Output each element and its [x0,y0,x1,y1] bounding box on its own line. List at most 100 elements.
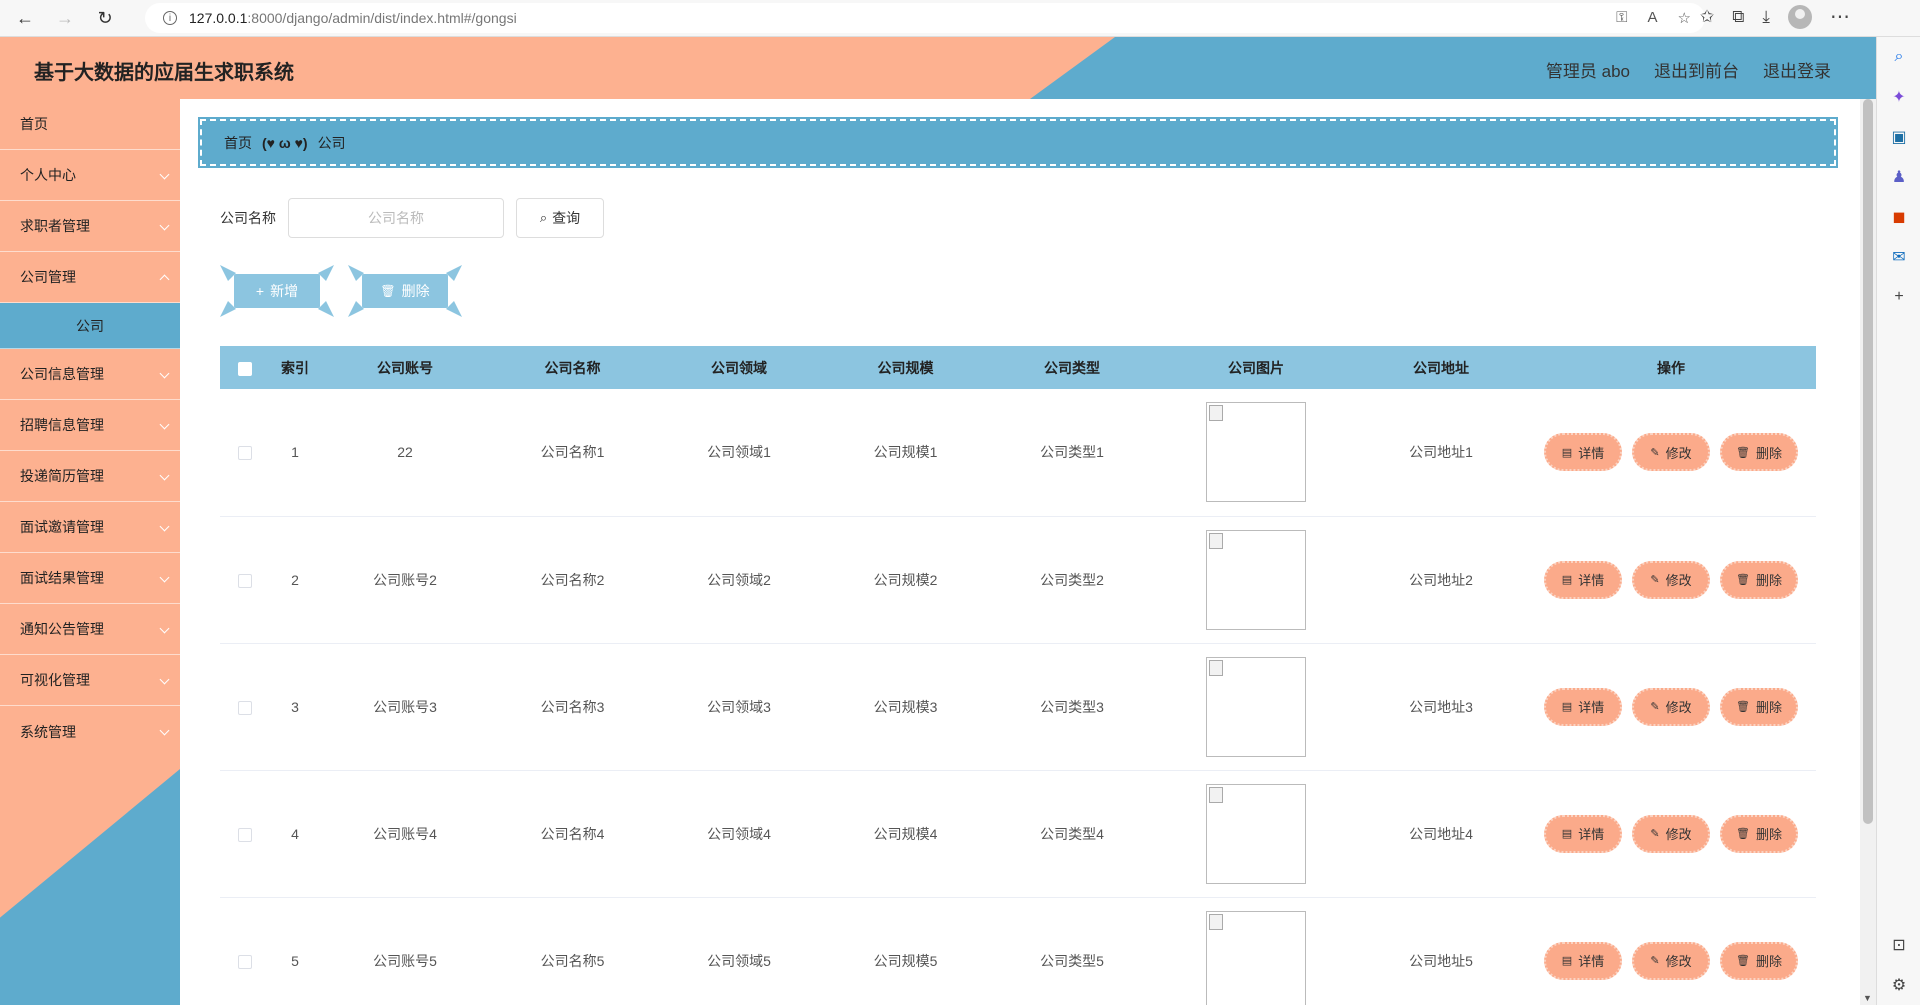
detail-button[interactable]: ▤ 详情 [1544,433,1622,472]
menu-item-company-info[interactable]: 公司信息管理 [0,349,180,400]
detail-button[interactable]: ▤ 详情 [1544,941,1622,980]
breadcrumb-home[interactable]: 首页 [224,134,252,151]
delete-button[interactable]: 🗑 删除 [1720,433,1798,472]
detail-button[interactable]: ▤ 详情 [1544,687,1622,726]
info-icon[interactable]: i [163,11,177,25]
edit-button[interactable]: ✎ 修改 [1632,560,1710,599]
address-bar[interactable]: i 127.0.0.1:8000/django/admin/dist/index… [145,3,1705,33]
trash-icon: 🗑 [1736,955,1750,967]
document-icon: ▤ [1561,446,1573,459]
col-header-image: 公司图片 [1228,359,1284,376]
sidebar-toggle-icon[interactable]: ⊡ [1892,937,1906,954]
menu-label: 投递简历管理 [20,468,104,484]
row-checkbox[interactable] [238,827,252,842]
people-icon[interactable]: ♟ [1891,169,1907,186]
cell-address: 公司地址4 [1409,825,1473,842]
menu-item-interview-invite[interactable]: 面试邀请管理 [0,502,180,553]
row-checkbox[interactable] [238,700,252,715]
row-checkbox[interactable] [238,446,252,461]
breadcrumb: 首页 (♥ ω ♥) 公司 [198,117,1838,168]
delete-button[interactable]: 🗑 删除 [1720,560,1798,599]
cell-name: 公司名称4 [540,825,605,842]
header-decor [1030,37,1876,99]
office-icon[interactable]: ◼ [1892,209,1906,226]
col-header-name: 公司名称 [544,359,601,376]
detail-button[interactable]: ▤ 详情 [1544,560,1622,599]
copilot-icon[interactable]: ✦ [1892,89,1906,106]
cell-index: 4 [291,825,299,842]
collections-icon[interactable]: ⧉ [1732,6,1745,26]
logout-link[interactable]: 退出登录 [1763,62,1831,81]
document-icon: ▤ [1561,701,1573,713]
detail-label: 详情 [1578,954,1605,969]
gear-icon[interactable]: ⚙ [1891,977,1907,994]
tools-icon[interactable]: ▣ [1891,129,1907,146]
exit-to-front-link[interactable]: 退出到前台 [1654,62,1739,81]
detail-button[interactable]: ▤ 详情 [1544,814,1622,853]
scrollbar-thumb[interactable] [1863,99,1873,824]
chevron-down-icon [159,470,170,481]
submenu-item-company[interactable]: 公司 [0,303,180,349]
profile-avatar[interactable] [1787,4,1812,29]
menu-item-company[interactable]: 公司管理 [0,252,180,303]
cell-account: 公司账号4 [373,825,437,842]
more-menu-icon[interactable]: ⋯ [1829,6,1851,28]
cell-address: 公司地址2 [1409,571,1473,588]
menu-item-resume[interactable]: 投递简历管理 [0,451,180,502]
menu-item-recruitment[interactable]: 招聘信息管理 [0,400,180,451]
edit-button[interactable]: ✎ 修改 [1632,814,1710,853]
back-icon[interactable]: ← [16,7,34,28]
scroll-down-arrow-icon[interactable]: ▼ [1863,993,1872,1003]
pencil-icon: ✎ [1650,955,1660,967]
edit-button[interactable]: ✎ 修改 [1632,433,1710,472]
trash-icon: 🗑 [1736,701,1750,713]
delete-label: 删除 [1755,700,1782,715]
menu-item-personal[interactable]: 个人中心 [0,150,180,201]
batch-delete-button[interactable]: 🗑 删除 [348,265,462,317]
edit-button[interactable]: ✎ 修改 [1632,941,1710,980]
search-button[interactable]: ⌕ 查询 [516,198,604,238]
row-checkbox[interactable] [238,573,252,588]
menu-label: 个人中心 [20,167,76,183]
action-toolbar: + 新增 🗑 删除 [220,265,462,317]
search-input[interactable] [288,198,504,238]
edit-button[interactable]: ✎ 修改 [1632,687,1710,726]
menu-item-home[interactable]: 首页 [0,99,180,150]
forward-icon[interactable]: → [56,7,74,28]
delete-button[interactable]: 🗑 删除 [1720,687,1798,726]
cell-name: 公司名称5 [540,952,605,969]
col-header-field: 公司领域 [711,359,767,376]
add-button[interactable]: + 新增 [220,265,334,317]
delete-button[interactable]: 🗑 删除 [1720,941,1798,980]
delete-button[interactable]: 🗑 删除 [1720,814,1798,853]
cell-type: 公司类型3 [1040,698,1104,715]
key-icon[interactable]: ⚿ [1616,9,1628,26]
refresh-icon[interactable]: ↻ [97,7,113,28]
menu-item-jobseekers[interactable]: 求职者管理 [0,201,180,252]
company-image [1206,910,1306,1005]
menu-label: 面试邀请管理 [20,519,104,535]
page-scrollbar[interactable]: ▼ [1860,99,1876,1005]
menu-label: 公司信息管理 [20,366,104,382]
menu-item-interview-result[interactable]: 面试结果管理 [0,553,180,604]
search-icon[interactable]: ⌕ [1894,48,1904,65]
trash-icon: 🗑 [1736,828,1750,840]
add-icon[interactable]: + [1894,288,1904,305]
row-checkbox[interactable] [238,954,252,969]
search-icon: ⌕ [539,210,548,225]
url-path: :8000/django/admin/dist/index.html#/gong… [247,10,517,26]
outlook-icon[interactable]: ✉ [1892,249,1906,266]
menu-item-visualization[interactable]: 可视化管理 [0,655,180,706]
search-bar: 公司名称 ⌕ 查询 [220,198,604,238]
menu-label: 公司管理 [20,269,76,285]
sidebar: 首页 个人中心 求职者管理 公司管理 公司 公司信息管理 招聘信息管理 投递简历… [0,99,180,1005]
menu-item-system[interactable]: 系统管理 [0,706,180,757]
table-row: 1 22 公司名称1 公司领域1 公司规模1 公司类型1 公司地址1 ▤ 详情 ✎… [220,389,1816,516]
select-all-checkbox[interactable] [238,361,252,376]
app-header: 基于大数据的应届生求职系统 管理员 abo 退出到前台 退出登录 [0,37,1876,99]
favorites-icon[interactable]: ✩ [1700,6,1715,26]
menu-item-notice[interactable]: 通知公告管理 [0,604,180,655]
favorite-add-icon[interactable]: ☆ [1677,10,1691,27]
read-aloud-icon[interactable]: A [1647,9,1658,26]
downloads-icon[interactable]: ⤓ [1762,6,1770,26]
